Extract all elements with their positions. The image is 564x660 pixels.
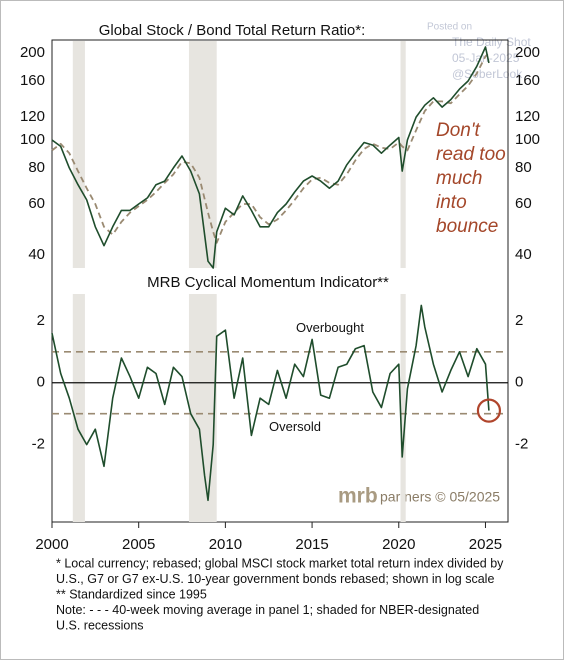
highlight-circle — [476, 398, 502, 423]
recession-shade — [400, 41, 406, 268]
y-tick-label: 80 — [28, 159, 45, 176]
y-tick-label: 2 — [37, 312, 45, 329]
y-tick-label: 60 — [28, 195, 45, 212]
reference-label: Oversold — [269, 419, 321, 434]
footnote: Note: - - - 40-week moving average in pa… — [56, 603, 479, 617]
footnote: * Local currency; rebased; global MSCI s… — [56, 556, 504, 570]
footnote: ** Standardized since 1995 — [56, 587, 207, 601]
y-tick-label-right: 80 — [515, 159, 532, 176]
footnote: U.S. recessions — [56, 618, 144, 632]
source: partners © 05/2025 — [380, 489, 500, 505]
y-tick-label-right: 200 — [515, 44, 540, 61]
panel-1-title: Global Stock / Bond Total Return Ratio*: — [99, 22, 366, 39]
y-tick-label: 40 — [28, 246, 45, 263]
x-tick-label: 2020 — [382, 536, 415, 553]
y-tick-label-right: 60 — [515, 195, 532, 212]
plot-frame — [51, 39, 509, 523]
annotation: bounce — [436, 216, 498, 237]
annotation: Don't — [436, 120, 480, 141]
y-tick-label-right: 0 — [515, 374, 523, 391]
recession-shade — [188, 294, 217, 522]
watermark: Posted on — [427, 22, 472, 33]
footnote: U.S., G7 or G7 ex-U.S. 10-year governmen… — [56, 572, 494, 586]
x-tick-label: 2015 — [295, 536, 328, 553]
series-line — [51, 52, 490, 244]
x-tick-label: 2005 — [122, 536, 155, 553]
y-tick-label: 100 — [20, 131, 45, 148]
y-tick-label-right: -2 — [515, 436, 528, 453]
annotation: read too — [436, 144, 506, 165]
recession-shade — [72, 294, 85, 522]
y-tick-label: 0 — [37, 374, 45, 391]
x-tick-label: 2000 — [35, 536, 68, 553]
series-line — [51, 46, 490, 269]
x-tick-label: 2010 — [209, 536, 242, 553]
watermark: 05-Jan-2025 — [452, 51, 520, 65]
y-tick-label: 120 — [20, 108, 45, 125]
annotation: into — [436, 192, 467, 213]
reference-label: Overbought — [296, 320, 364, 335]
y-tick-label-right: 120 — [515, 108, 540, 125]
recession-shade — [72, 41, 85, 268]
y-tick-label-right: 100 — [515, 131, 540, 148]
watermark: @SoberLook — [452, 67, 523, 81]
y-tick-label-right: 2 — [515, 312, 523, 329]
series-line — [51, 304, 490, 502]
x-tick-label: 2025 — [469, 536, 502, 553]
panel-2-title: MRB Cyclical Momentum Indicator** — [147, 274, 389, 291]
watermark: The Daily Shot — [452, 35, 531, 49]
y-tick-label: 200 — [20, 44, 45, 61]
y-tick-label: -2 — [32, 436, 45, 453]
annotation: much — [436, 168, 482, 189]
recession-shade — [188, 41, 217, 268]
y-tick-label: 160 — [20, 72, 45, 89]
source-logo: mrb — [338, 485, 378, 508]
y-tick-label-right: 40 — [515, 246, 532, 263]
recession-shade — [400, 294, 406, 522]
y-tick-label-right: 160 — [515, 72, 540, 89]
